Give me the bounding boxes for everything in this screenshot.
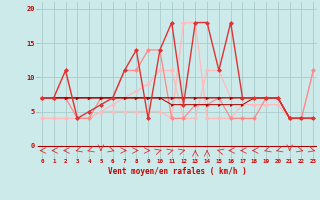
X-axis label: Vent moyen/en rafales ( km/h ): Vent moyen/en rafales ( km/h ) [108,167,247,176]
